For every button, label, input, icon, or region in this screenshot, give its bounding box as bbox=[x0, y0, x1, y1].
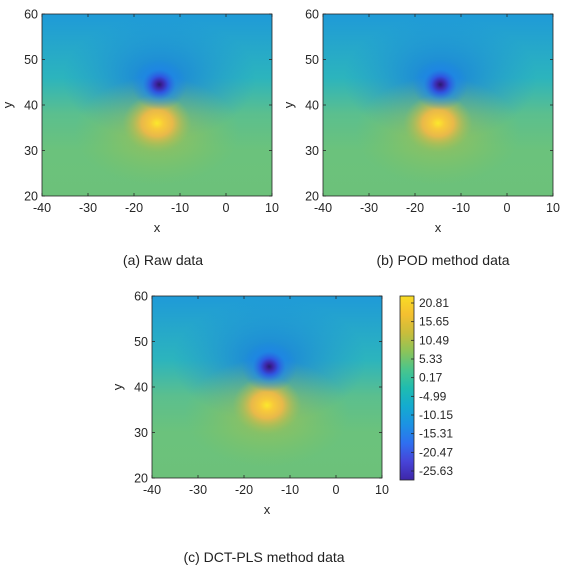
y-tick-label: 30 bbox=[305, 144, 319, 158]
y-tick-label: 60 bbox=[305, 8, 319, 22]
colorbar-tick-label: -25.63 bbox=[419, 464, 453, 478]
caption-raw-data: (a) Raw data bbox=[123, 252, 203, 268]
y-tick-label: 30 bbox=[134, 426, 148, 440]
caption-pod-data: (b) POD method data bbox=[376, 252, 509, 268]
y-tick-label: 50 bbox=[305, 53, 319, 67]
x-tick-label: 0 bbox=[504, 201, 511, 215]
colorbar-tick-label: -15.31 bbox=[419, 427, 453, 441]
y-axis-label: y bbox=[110, 383, 125, 390]
negative-peak bbox=[413, 59, 468, 110]
x-tick-label: -20 bbox=[406, 201, 424, 215]
x-tick-label: -10 bbox=[452, 201, 470, 215]
colorbar: 20.81 15.65 10.49 5.33 0.17 -4.99 -10.15 -15.31… bbox=[400, 296, 453, 480]
y-tick-label: 50 bbox=[24, 53, 38, 67]
x-tick-label: 0 bbox=[223, 201, 230, 215]
heatmap-field bbox=[42, 14, 272, 196]
heatmap-field bbox=[323, 14, 553, 196]
colorbar-tick-label: -4.99 bbox=[419, 389, 447, 403]
y-tick-label: 50 bbox=[134, 335, 148, 349]
negative-peak bbox=[132, 59, 187, 110]
x-axis-label: x bbox=[154, 220, 161, 235]
y-tick-label: 60 bbox=[24, 8, 38, 22]
negative-peak bbox=[242, 341, 297, 392]
y-axis-label: y bbox=[281, 101, 296, 108]
x-tick-label: 0 bbox=[333, 483, 340, 497]
x-tick-label: -20 bbox=[235, 483, 253, 497]
y-tick-label: 40 bbox=[305, 99, 319, 113]
y-tick-label: 40 bbox=[24, 99, 38, 113]
colorbar-tick-label: 15.65 bbox=[419, 315, 449, 329]
x-tick-label: -20 bbox=[125, 201, 143, 215]
colorbar-tick-label: 20.81 bbox=[419, 296, 449, 310]
colorbar-tick-label: -20.47 bbox=[419, 445, 453, 459]
y-tick-label: 20 bbox=[24, 190, 38, 204]
y-tick-label: 30 bbox=[24, 144, 38, 158]
colorbar-tick-label: 10.49 bbox=[419, 333, 449, 347]
y-axis-label: y bbox=[0, 101, 15, 108]
x-tick-label: -30 bbox=[79, 201, 97, 215]
x-tick-label: -10 bbox=[281, 483, 299, 497]
y-tick-label: 20 bbox=[305, 190, 319, 204]
x-axis-label: x bbox=[264, 502, 271, 517]
x-tick-label: -10 bbox=[171, 201, 189, 215]
colorbar-tick-label: 5.33 bbox=[419, 352, 443, 366]
x-tick-label: 10 bbox=[546, 201, 560, 215]
x-tick-label: 10 bbox=[375, 483, 389, 497]
x-axis-label: x bbox=[435, 220, 442, 235]
colorbar-tick-label: 0.17 bbox=[419, 371, 443, 385]
x-tick-label: -30 bbox=[189, 483, 207, 497]
y-tick-label: 40 bbox=[134, 381, 148, 395]
colorbar-tick-label: -10.15 bbox=[419, 408, 453, 422]
caption-dct-pls-data: (c) DCT-PLS method data bbox=[183, 549, 344, 565]
x-tick-label: 10 bbox=[265, 201, 279, 215]
x-tick-label: -30 bbox=[360, 201, 378, 215]
y-tick-label: 60 bbox=[134, 290, 148, 304]
heatmap-field bbox=[152, 296, 382, 478]
y-tick-label: 20 bbox=[134, 472, 148, 486]
